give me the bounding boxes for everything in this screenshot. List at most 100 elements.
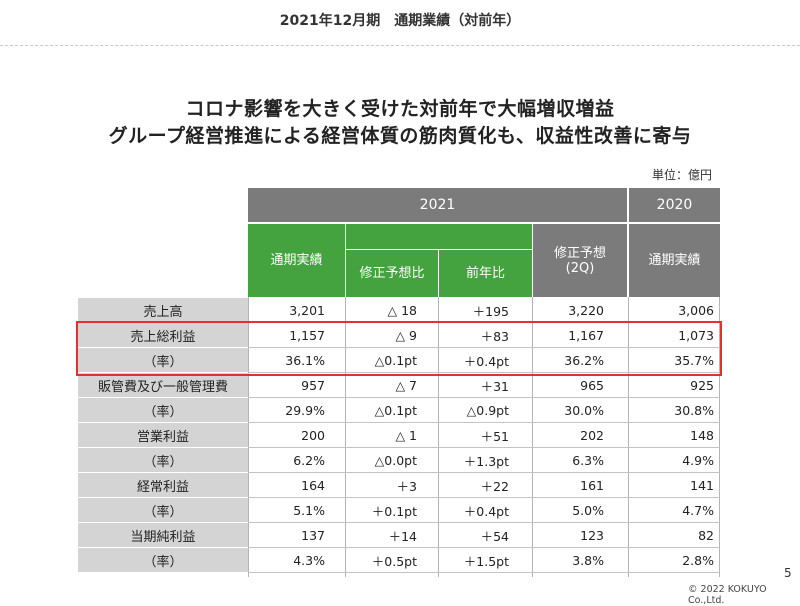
grid-line — [628, 297, 629, 577]
cell-vs-forecast: △ 7 — [395, 377, 417, 393]
cell-vs-forecast: △0.1pt — [374, 352, 417, 368]
table-row: 売上総利益 1,157 △ 9 ＋83 1,167 1,073 — [78, 323, 720, 348]
table-row: （率） 4.3% ＋0.5pt ＋1.5pt 3.8% 2.8% — [78, 548, 720, 573]
cell-vs-forecast: △0.0pt — [374, 452, 417, 468]
cell-actual-2021: 6.2% — [293, 452, 325, 468]
row-label: （率） — [78, 448, 248, 472]
cell-vs-prev: ＋51 — [480, 428, 509, 444]
cell-actual-2020: 2.8% — [682, 552, 714, 568]
cell-actual-2021: 4.3% — [293, 552, 325, 568]
headline-line-1: コロナ影響を大きく受けた対前年で大幅増収増益 — [185, 98, 615, 120]
cell-actual-2020: 30.8% — [674, 402, 714, 418]
header-actual-2021: 通期実績 — [248, 224, 345, 297]
cell-actual-2021: 957 — [301, 377, 325, 393]
cell-actual-2020: 82 — [698, 527, 714, 543]
row-label: （率） — [78, 498, 248, 522]
cell-vs-prev: ＋1.3pt — [463, 453, 509, 469]
row-label: 販管費及び一般管理費 — [78, 373, 248, 397]
cell-vs-prev: ＋22 — [480, 478, 509, 494]
cell-actual-2021: 137 — [301, 527, 325, 543]
cell-vs-forecast: ＋0.5pt — [371, 553, 417, 569]
row-label: （率） — [78, 548, 248, 572]
cell-vs-forecast: △ 9 — [395, 327, 417, 343]
cell-forecast: 161 — [580, 477, 604, 493]
cell-forecast: 3,220 — [568, 302, 604, 318]
headline-line-2: グループ経営推進による経営体質の筋肉質化も、収益性改善に寄与 — [108, 125, 692, 147]
cell-vs-prev: ＋31 — [480, 378, 509, 394]
cell-actual-2021: 29.9% — [285, 402, 325, 418]
unit-label: 単位：億円 — [652, 168, 713, 182]
cell-forecast: 5.0% — [572, 502, 604, 518]
header-year-2020: 2020 — [629, 188, 720, 222]
grid-line — [248, 297, 249, 577]
grid-line — [248, 522, 720, 523]
row-label: 営業利益 — [78, 423, 248, 447]
header-forecast-2q: 修正予想 (2Q) — [533, 224, 627, 297]
table-row: （率） 6.2% △0.0pt ＋1.3pt 6.3% 4.9% — [78, 448, 720, 473]
table-row: （率） 5.1% ＋0.1pt ＋0.4pt 5.0% 4.7% — [78, 498, 720, 523]
page-number: 5 — [784, 566, 792, 580]
cell-forecast: 202 — [580, 427, 604, 443]
cell-vs-prev: ＋83 — [480, 328, 509, 344]
cell-actual-2021: 36.1% — [285, 352, 325, 368]
table-row: 営業利益 200 △ 1 ＋51 202 148 — [78, 423, 720, 448]
cell-actual-2020: 4.7% — [682, 502, 714, 518]
highlight-box-gross-profit — [76, 321, 722, 376]
grid-line — [248, 447, 720, 448]
row-label: （率） — [78, 348, 248, 372]
cell-actual-2020: 141 — [690, 477, 714, 493]
cell-forecast: 36.2% — [564, 352, 604, 368]
table-row: （率） 29.9% △0.1pt △0.9pt 30.0% 30.8% — [78, 398, 720, 423]
cell-vs-prev: ＋1.5pt — [463, 553, 509, 569]
cell-vs-prev: ＋54 — [480, 528, 509, 544]
grid-line — [248, 572, 720, 573]
cell-actual-2020: 1,073 — [678, 327, 714, 343]
cell-actual-2021: 164 — [301, 477, 325, 493]
row-label: 売上高 — [78, 298, 248, 322]
cell-actual-2020: 148 — [690, 427, 714, 443]
cell-vs-forecast: ＋3 — [396, 478, 417, 494]
grid-line — [345, 297, 346, 577]
header-forecast-line2: (2Q) — [565, 260, 595, 276]
cell-forecast: 30.0% — [564, 402, 604, 418]
cell-actual-2021: 200 — [301, 427, 325, 443]
cell-actual-2020: 35.7% — [674, 352, 714, 368]
cell-forecast: 123 — [580, 527, 604, 543]
cell-vs-forecast: △ 1 — [395, 427, 417, 443]
cell-actual-2021: 3,201 — [289, 302, 325, 318]
cell-actual-2020: 925 — [690, 377, 714, 393]
grid-line — [532, 297, 533, 577]
header-year-2021: 2021 — [248, 188, 627, 222]
table-row: 販管費及び一般管理費 957 △ 7 ＋31 965 925 — [78, 373, 720, 398]
copyright-notice: © 2022 KOKUYO Co.,Ltd. — [688, 584, 767, 606]
cell-vs-prev: ＋195 — [472, 303, 509, 319]
grid-line — [248, 397, 720, 398]
cell-vs-forecast: ＋14 — [388, 528, 417, 544]
header-divider — [0, 45, 800, 46]
grid-line — [719, 297, 720, 577]
grid-line — [248, 547, 720, 548]
grid-line — [248, 422, 720, 423]
cell-vs-prev: ＋0.4pt — [463, 503, 509, 519]
cell-actual-2021: 1,157 — [289, 327, 325, 343]
cell-forecast: 3.8% — [572, 552, 604, 568]
grid-line — [248, 347, 720, 348]
grid-line — [248, 472, 720, 473]
header-vs-forecast: 修正予想比 — [346, 250, 438, 297]
grid-line — [248, 497, 720, 498]
header-actual-2020: 通期実績 — [629, 224, 720, 297]
row-label: 当期純利益 — [78, 523, 248, 547]
cell-vs-forecast: ＋0.1pt — [371, 503, 417, 519]
cell-actual-2020: 4.9% — [682, 452, 714, 468]
cell-forecast: 6.3% — [572, 452, 604, 468]
row-label: 経常利益 — [78, 473, 248, 497]
cell-vs-prev: ＋0.4pt — [463, 353, 509, 369]
cell-forecast: 1,167 — [568, 327, 604, 343]
header-vs-prev: 前年比 — [439, 250, 532, 297]
table-row: 経常利益 164 ＋3 ＋22 161 141 — [78, 473, 720, 498]
grid-line — [438, 297, 439, 577]
cell-forecast: 965 — [580, 377, 604, 393]
table-row: （率） 36.1% △0.1pt ＋0.4pt 36.2% 35.7% — [78, 348, 720, 373]
cell-vs-prev: △0.9pt — [466, 402, 509, 418]
row-label: 売上総利益 — [78, 323, 248, 347]
